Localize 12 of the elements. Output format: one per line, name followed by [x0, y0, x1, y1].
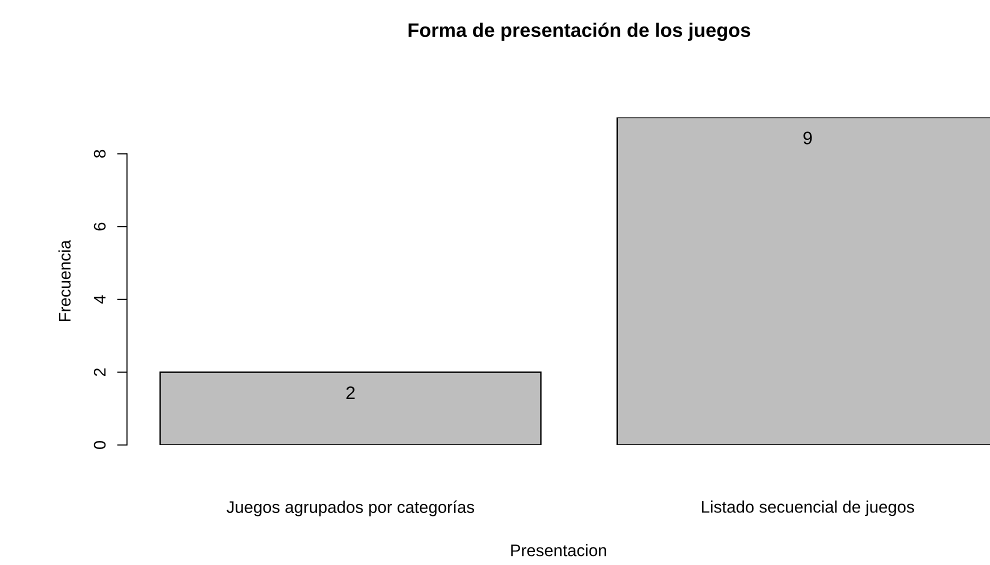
- x-tick-label: Listado secuencial de juegos: [702, 500, 914, 516]
- y-tick-label: 8: [94, 150, 106, 158]
- y-tick-label: 6: [94, 222, 106, 230]
- x-tick-label: Juegos agrupados por categorías: [226, 500, 474, 516]
- data-label: 2: [346, 386, 355, 400]
- chart-title: Forma de presentación de los juegos: [408, 22, 750, 41]
- x-axis-title: Presentacion: [511, 544, 606, 556]
- y-tick-label: 4: [94, 295, 106, 304]
- y-tick-label: 0: [94, 441, 106, 449]
- y-axis-title: Frecuencia: [58, 240, 71, 322]
- y-tick-label: 2: [94, 368, 106, 376]
- data-label: 9: [803, 132, 812, 144]
